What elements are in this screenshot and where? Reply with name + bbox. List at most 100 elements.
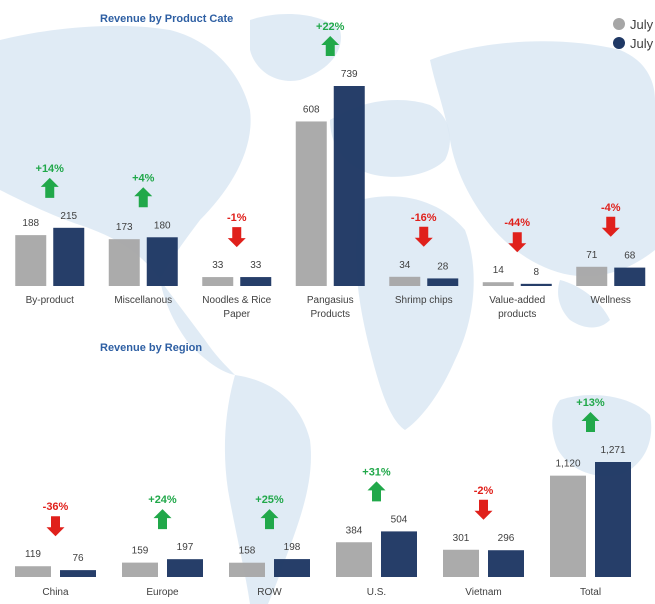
change-label: -1% bbox=[227, 212, 247, 224]
bar-current bbox=[488, 550, 524, 577]
category-label: products bbox=[498, 309, 536, 320]
arrow-up-icon bbox=[40, 177, 59, 198]
data-label: 33 bbox=[212, 260, 224, 271]
region-chart: Revenue by Region 119 76 China -36% 159 197 Eur… bbox=[15, 342, 631, 598]
arrow-down-icon bbox=[414, 226, 433, 247]
bar-current bbox=[167, 559, 203, 577]
arrow-up-icon bbox=[581, 412, 600, 432]
map-north-america bbox=[0, 25, 251, 280]
bar-prior bbox=[202, 277, 234, 286]
bar-prior bbox=[443, 549, 479, 577]
category-label: ROW bbox=[257, 587, 282, 598]
change-label: +31% bbox=[362, 466, 391, 478]
chart-title: Revenue by Product Cate bbox=[100, 13, 233, 25]
category-label: China bbox=[42, 587, 69, 598]
bar-current bbox=[520, 283, 552, 286]
bar-prior bbox=[550, 475, 586, 577]
data-label: 608 bbox=[303, 104, 320, 115]
bar-prior bbox=[389, 276, 421, 286]
bar-prior bbox=[15, 566, 51, 577]
bar-current bbox=[427, 278, 459, 286]
data-label: 34 bbox=[399, 260, 411, 271]
change-label: +14% bbox=[36, 163, 65, 175]
data-label: 301 bbox=[453, 533, 470, 544]
category-label: Noodles & Rice bbox=[202, 295, 271, 306]
map-south-america bbox=[224, 375, 311, 604]
map-africa bbox=[355, 196, 474, 430]
category-label: Europe bbox=[146, 587, 179, 598]
category-label: Shrimp chips bbox=[395, 295, 453, 306]
change-label: +24% bbox=[148, 494, 177, 506]
data-label: 739 bbox=[341, 69, 358, 80]
arrow-down-icon bbox=[601, 216, 620, 237]
category-label: Pangasius bbox=[307, 295, 354, 306]
bar-current bbox=[146, 237, 178, 286]
map-australia bbox=[552, 395, 652, 477]
data-label: 197 bbox=[177, 542, 194, 553]
change-label: +25% bbox=[255, 494, 284, 506]
bar-prior bbox=[122, 562, 158, 577]
bar-current bbox=[381, 531, 417, 577]
category-label: Miscellanous bbox=[114, 295, 172, 306]
data-label: 33 bbox=[250, 260, 262, 271]
data-label: 28 bbox=[437, 261, 449, 272]
arrow-up-icon bbox=[321, 36, 340, 56]
legend-label-2: July bbox=[630, 36, 654, 51]
data-label: 159 bbox=[132, 546, 149, 557]
chart-title: Revenue by Region bbox=[100, 342, 202, 354]
data-label: 158 bbox=[239, 546, 256, 557]
bar-prior bbox=[108, 239, 140, 286]
arrow-down-icon bbox=[227, 227, 246, 248]
change-label: -44% bbox=[504, 217, 530, 229]
bar-current bbox=[595, 462, 631, 577]
map-greenland bbox=[250, 14, 341, 81]
change-label: -16% bbox=[411, 212, 437, 224]
data-label: 173 bbox=[116, 222, 133, 233]
data-label: 188 bbox=[22, 218, 39, 229]
data-label: 76 bbox=[72, 553, 84, 564]
bar-current bbox=[614, 267, 646, 286]
arrow-up-icon bbox=[367, 481, 386, 502]
change-label: +4% bbox=[132, 172, 155, 184]
data-label: 180 bbox=[154, 220, 171, 231]
bar-current bbox=[274, 559, 310, 577]
legend: July July bbox=[613, 17, 654, 51]
legend-label-1: July bbox=[630, 17, 654, 32]
category-label: U.S. bbox=[367, 587, 386, 598]
change-label: +13% bbox=[576, 397, 605, 409]
data-label: 215 bbox=[60, 211, 77, 222]
change-label: -36% bbox=[43, 501, 69, 513]
data-label: 504 bbox=[391, 514, 408, 525]
bar-current bbox=[53, 227, 85, 286]
data-label: 198 bbox=[284, 542, 301, 553]
data-label: 14 bbox=[493, 265, 505, 276]
data-label: 71 bbox=[586, 250, 598, 261]
data-label: 1,271 bbox=[600, 445, 625, 456]
map-asia bbox=[430, 41, 655, 277]
data-label: 296 bbox=[498, 533, 515, 544]
arrow-down-icon bbox=[46, 516, 65, 537]
bar-prior bbox=[15, 235, 47, 286]
legend-swatch-1 bbox=[613, 18, 625, 30]
change-label: -2% bbox=[474, 485, 494, 497]
bar-prior bbox=[336, 542, 372, 577]
bar-prior bbox=[482, 282, 514, 286]
category-label: Wellness bbox=[591, 295, 631, 306]
data-label: 1,120 bbox=[555, 459, 580, 470]
bar-current bbox=[240, 277, 272, 286]
category-label: Products bbox=[311, 309, 350, 320]
bar-current bbox=[60, 570, 96, 577]
data-label: 8 bbox=[533, 267, 539, 278]
bar-prior bbox=[229, 562, 265, 577]
legend-swatch-2 bbox=[613, 37, 625, 49]
bar-prior bbox=[295, 121, 327, 287]
world-map-background bbox=[0, 14, 655, 604]
category-label: Total bbox=[580, 587, 601, 598]
change-label: -4% bbox=[601, 202, 621, 214]
category-label: By-product bbox=[26, 295, 75, 306]
data-label: 384 bbox=[346, 525, 363, 536]
data-label: 68 bbox=[624, 251, 636, 262]
arrow-up-icon bbox=[134, 187, 153, 208]
data-label: 119 bbox=[25, 549, 41, 560]
